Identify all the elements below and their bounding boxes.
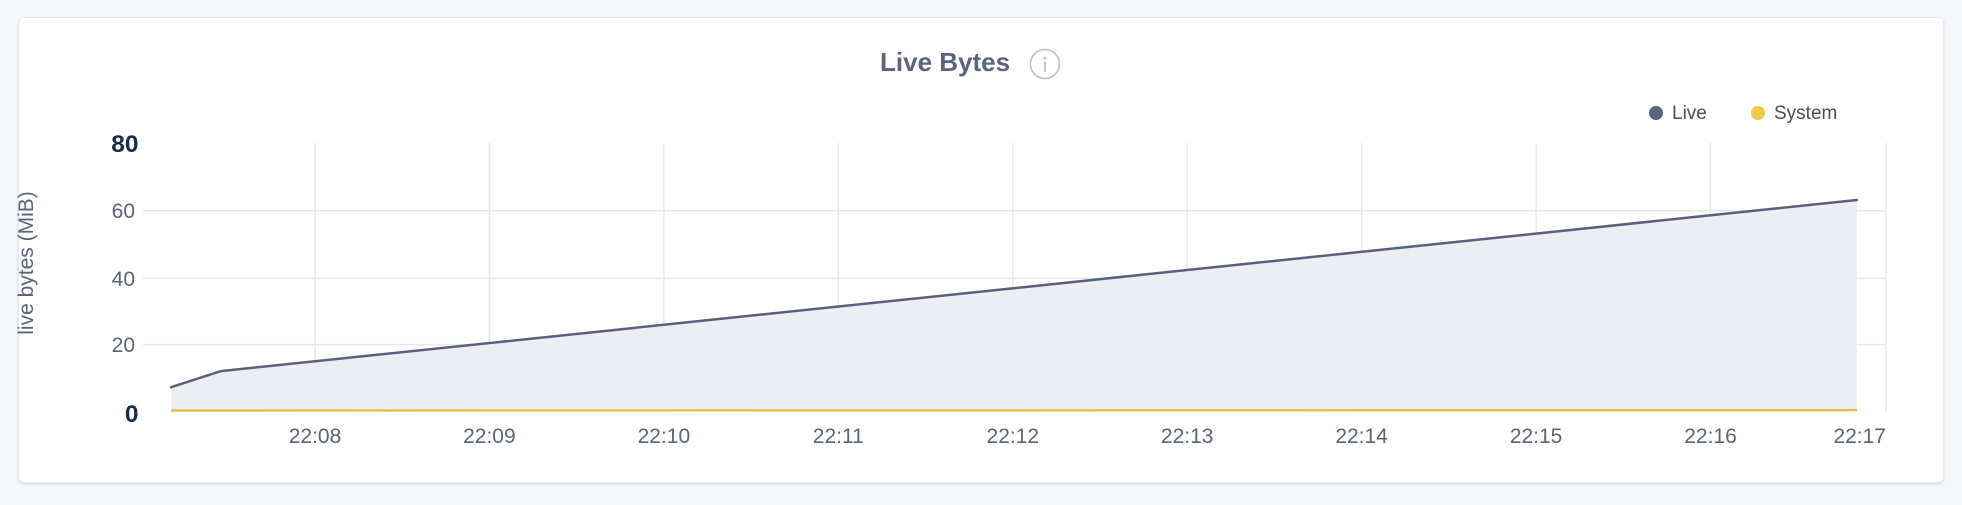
svg-text:80: 80	[111, 131, 138, 158]
svg-text:22:14: 22:14	[1335, 425, 1388, 448]
svg-text:22:15: 22:15	[1510, 425, 1563, 448]
svg-text:22:08: 22:08	[289, 425, 342, 448]
svg-text:40: 40	[112, 268, 135, 291]
svg-text:22:13: 22:13	[1161, 425, 1214, 448]
svg-text:22:10: 22:10	[638, 425, 691, 448]
svg-text:0: 0	[125, 401, 139, 428]
svg-text:22:09: 22:09	[463, 425, 516, 448]
svg-text:live bytes (MiB): live bytes (MiB)	[15, 191, 38, 335]
svg-text:22:17: 22:17	[1833, 425, 1886, 448]
svg-text:20: 20	[112, 334, 135, 357]
svg-text:60: 60	[112, 200, 135, 223]
svg-text:22:11: 22:11	[813, 425, 864, 448]
svg-text:22:16: 22:16	[1684, 425, 1737, 448]
svg-text:22:12: 22:12	[987, 425, 1040, 448]
